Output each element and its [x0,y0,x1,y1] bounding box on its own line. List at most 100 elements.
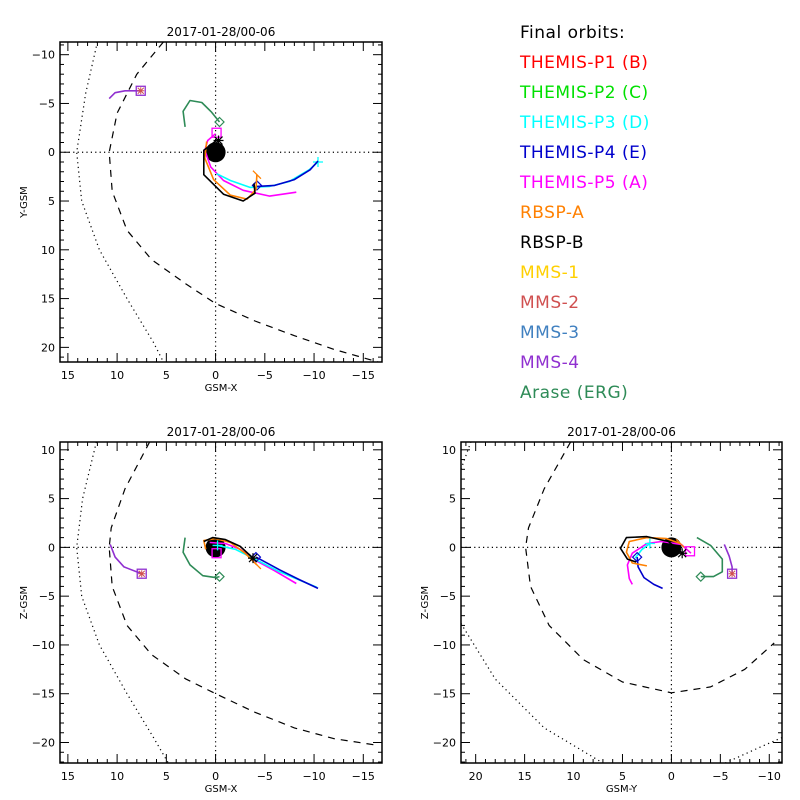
magnetopause-boundary [108,42,379,362]
legend-item: THEMIS-P4 (E) [520,143,648,163]
x-tick-label: −5 [257,369,273,382]
bow-shock-boundary [76,442,169,763]
plot-frame [460,441,783,764]
bow-shock-boundary [76,42,164,362]
legend-item: RBSP-A [520,203,585,223]
earth-marker [205,142,226,163]
x-tick-label: −5 [257,770,273,783]
y-axis-label: Z-GSM [420,586,431,619]
x-tick-label: −15 [352,369,375,382]
plot-title: 2017-01-28/00-06 [567,425,676,439]
x-tick-label: 5 [163,770,170,783]
plot-area [461,442,782,763]
x-tick-label: 0 [668,770,675,783]
legend-item: THEMIS-P2 (C) [520,83,649,103]
position-marker-themis-p5-a- [211,548,222,559]
y-tick-label: −20 [433,737,456,750]
bow-shock-boundary [461,623,604,763]
x-tick-label: 20 [469,770,483,783]
x-tick-label: −10 [758,770,781,783]
y-tick-label: −5 [39,97,55,110]
y-tick-label: −5 [39,590,55,603]
x-tick-label: 5 [163,369,170,382]
orbit-line-rbsp-a [204,141,258,200]
x-tick-label: 0 [212,369,219,382]
legend-item: MMS-4 [520,353,580,373]
x-tick-label: 10 [567,770,581,783]
magnetopause-boundary [524,442,775,694]
y-tick-label: −15 [433,688,456,701]
position-marker-arase-erg- [695,571,707,582]
x-tick-label: 10 [110,770,124,783]
legend-item: RBSP-B [520,233,585,253]
x-tick-label: 0 [212,770,219,783]
position-marker-rbsp-b [677,548,688,559]
y-tick-label: 5 [449,493,456,506]
yz-plane-plot: 20 15 10 5 0 −5 −10 10 5 0 −5 −10 −15 −20 2017-01-28/0… [420,425,783,795]
xy-plane-plot: 15 10 5 0 −5 −10 −15 −10 −5 0 5 10 15 20 2017-01-28/00… [19,25,383,394]
position-marker-themis-p5-a- [211,127,222,138]
x-axis-label: GSM-X [205,784,238,795]
x-axis-label: GSM-Y [606,784,638,795]
y-tick-label: 0 [48,541,55,554]
legend-item: MMS-2 [520,293,580,313]
legend: Final orbits: THEMIS-P1 (B) THEMIS-P2 (C)… [520,18,650,408]
x-tick-label: −10 [302,770,325,783]
legend-item: MMS-1 [520,263,580,283]
orbit-line-themis-p4-e- [636,557,663,590]
plot-title: 2017-01-28/00-06 [167,425,276,439]
plot-frame [59,441,383,764]
legend-item: MMS-3 [520,323,580,343]
plot-area [60,442,382,763]
orbit-line-themis-p5-a- [626,540,692,585]
position-marker-arase-erg- [214,116,225,128]
legend-item: THEMIS-P5 (A) [520,173,649,193]
orbit-line-arase-erg- [696,536,724,578]
bow-shock-boundary [461,442,472,470]
position-marker-arase-erg- [214,571,225,582]
x-tick-label: 10 [110,369,124,382]
x-tick-label: 15 [518,770,532,783]
legend-item: THEMIS-P3 (D) [520,113,650,133]
y-tick-label: 10 [41,444,55,457]
orbit-line-rbsp-b [203,536,254,559]
orbit-line-rbsp-b [203,138,256,202]
legend-item: THEMIS-P1 (B) [520,53,649,73]
y-tick-label: 0 [48,146,55,159]
position-marker-themis-p3-d- [644,538,655,549]
position-marker-rbsp-a [252,560,262,570]
orbit-line-themis-p3-d- [217,544,318,589]
plot-title: 2017-01-28/00-06 [167,25,276,39]
y-tick-label: 5 [48,493,55,506]
plot-area [60,42,382,362]
position-marker-themis-p5-a- [684,546,696,557]
plot-frame [59,41,383,363]
y-axis-label: Y-GSM [19,186,30,219]
position-marker-themis-p3-d- [212,540,223,551]
orbit-line-themis-p3-d- [634,542,651,559]
x-tick-label: −5 [712,770,728,783]
y-tick-label: −5 [440,590,456,603]
bow-shock-boundary [724,737,782,763]
x-tick-label: 5 [619,770,626,783]
orbit-line-themis-p4-e- [255,556,319,590]
y-tick-label: 15 [41,293,55,306]
y-tick-label: −15 [32,688,55,701]
position-marker-mms-star [138,570,146,578]
position-marker-themis-p4-e- [631,551,643,563]
x-tick-label: 15 [61,369,75,382]
y-tick-label: −10 [32,639,55,652]
orbit-line-arase-erg- [182,99,221,128]
position-marker-rbsp-a [675,539,685,548]
y-tick-label: 20 [41,341,55,354]
x-axis-label: GSM-X [205,383,238,394]
position-marker-mms [136,568,147,579]
x-tick-label: −10 [302,369,325,382]
position-marker-mms-star [728,570,736,578]
y-tick-label: 10 [442,444,456,457]
orbit-line-mms [108,90,141,100]
orbit-line-mms [109,544,142,575]
y-tick-label: 0 [449,541,456,554]
orbit-line-themis-p4-e- [256,160,319,188]
